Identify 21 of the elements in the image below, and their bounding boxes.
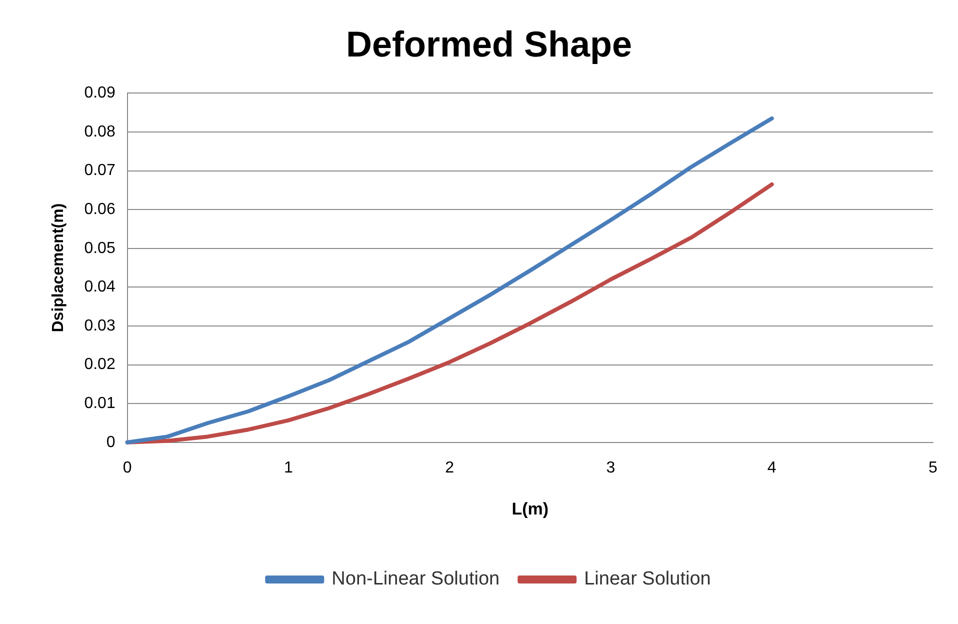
- y-tick-label: 0.02: [84, 356, 116, 374]
- y-tick-label: 0.06: [84, 201, 116, 218]
- y-tick-label: 0.08: [84, 123, 116, 140]
- x-tick-label: 3: [606, 459, 616, 476]
- x-tick-label: 5: [928, 459, 938, 476]
- x-axis-title: L(m): [512, 499, 549, 518]
- legend-label: Linear Solution: [584, 568, 711, 590]
- y-tick-label: 0.03: [84, 317, 116, 334]
- y-tick-label: 0.07: [84, 162, 116, 180]
- y-tick-label: 0.05: [84, 240, 116, 257]
- legend-label: Non-Linear Solution: [332, 568, 500, 590]
- y-tick-label: 0: [106, 434, 116, 451]
- x-tick-label: 4: [767, 459, 776, 476]
- y-tick-label: 0.09: [84, 84, 116, 102]
- x-tick-label: 1: [284, 459, 294, 476]
- y-axis-title: Dsiplacement(m): [50, 203, 68, 332]
- x-tick-label: 0: [122, 459, 132, 476]
- y-tick-label: 0.01: [84, 395, 116, 412]
- chart-title: Deformed Shape: [346, 24, 632, 65]
- y-tick-label: 0.04: [84, 278, 116, 296]
- x-tick-label: 2: [445, 459, 454, 476]
